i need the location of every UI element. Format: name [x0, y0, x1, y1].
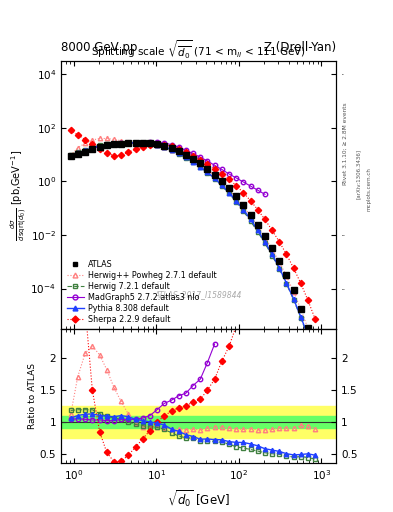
Text: Z (Drell-Yan): Z (Drell-Yan) — [264, 41, 336, 54]
Text: 8000 GeV pp: 8000 GeV pp — [61, 41, 137, 54]
Y-axis label: $\frac{d\sigma}{d\,\mathrm{sqrt}(d_0)}$ [pb,GeV$^{-1}$]: $\frac{d\sigma}{d\,\mathrm{sqrt}(d_0)}$ … — [8, 150, 28, 241]
Title: Splitting scale $\sqrt{\overline{d_0}}$ (71 < m$_{ll}$ < 111 GeV): Splitting scale $\sqrt{\overline{d_0}}$ … — [91, 39, 306, 61]
Text: Rivet 3.1.10; ≥ 2.8M events: Rivet 3.1.10; ≥ 2.8M events — [343, 102, 348, 185]
Bar — [61, 416, 336, 428]
Bar — [61, 406, 336, 438]
X-axis label: $\sqrt{d_{0}}$ [GeV]: $\sqrt{d_{0}}$ [GeV] — [167, 487, 230, 508]
Text: ATLAS_2017_I1589844: ATLAS_2017_I1589844 — [155, 290, 242, 299]
Text: mcplots.cern.ch: mcplots.cern.ch — [366, 167, 371, 211]
Y-axis label: Ratio to ATLAS: Ratio to ATLAS — [28, 364, 37, 430]
Legend: ATLAS, Herwig++ Powheg 2.7.1 default, Herwig 7.2.1 default, MadGraph5 2.7.2.atla: ATLAS, Herwig++ Powheg 2.7.1 default, He… — [65, 258, 219, 325]
Text: [arXiv:1306.3436]: [arXiv:1306.3436] — [356, 149, 361, 199]
